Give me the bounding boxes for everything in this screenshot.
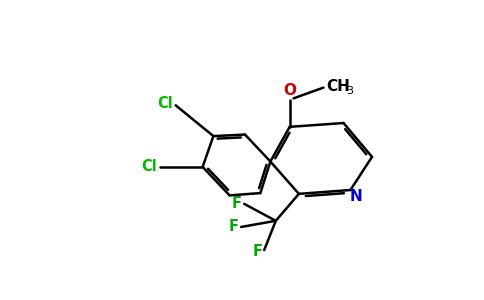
Text: Cl: Cl bbox=[157, 96, 173, 111]
Text: O: O bbox=[283, 83, 296, 98]
Text: 3: 3 bbox=[346, 86, 353, 96]
Text: F: F bbox=[253, 244, 263, 259]
Text: F: F bbox=[229, 220, 239, 235]
Text: F: F bbox=[232, 196, 242, 211]
Text: CH: CH bbox=[327, 79, 350, 94]
Text: Cl: Cl bbox=[141, 159, 157, 174]
Text: N: N bbox=[349, 189, 362, 204]
